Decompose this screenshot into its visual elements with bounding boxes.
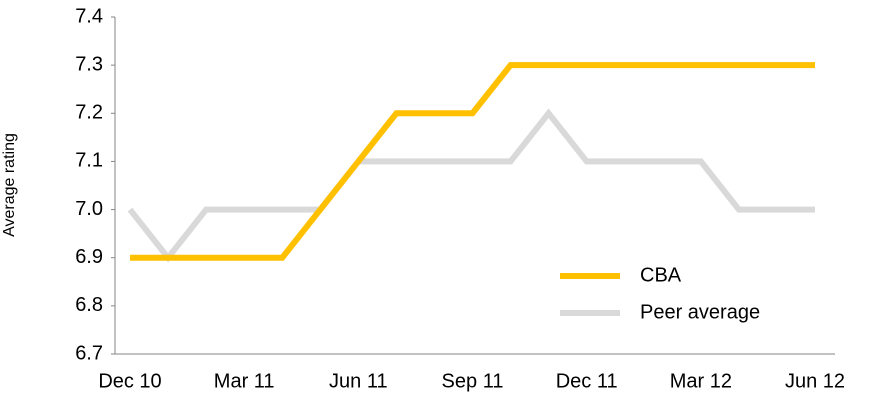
y-tick-label: 7.4 — [75, 5, 103, 27]
x-tick-label: Dec 10 — [98, 370, 161, 392]
x-tick-label: Mar 12 — [670, 370, 732, 392]
legend-label: Peer average — [640, 301, 760, 323]
line-series — [127, 108, 815, 263]
x-tick-label: Dec 11 — [556, 370, 618, 392]
y-tick-label: 7.2 — [75, 102, 103, 124]
x-tick-label: Sep 11 — [442, 370, 504, 392]
y-axis-label: Average rating — [1, 133, 18, 237]
y-tick-label: 7.3 — [75, 53, 103, 75]
y-tick-label: 6.7 — [75, 342, 103, 364]
x-tick-label: Mar 11 — [214, 370, 275, 392]
x-tick-label: Jun 12 — [785, 370, 845, 392]
y-tick-label: 7.0 — [75, 198, 103, 220]
y-tick-label: 6.9 — [75, 246, 103, 268]
line-series — [130, 62, 815, 261]
legend-label: CBA — [640, 264, 682, 286]
x-tick-label: Jun 11 — [329, 370, 388, 392]
y-tick-label: 7.1 — [75, 150, 103, 172]
y-tick-label: 6.8 — [75, 294, 103, 316]
